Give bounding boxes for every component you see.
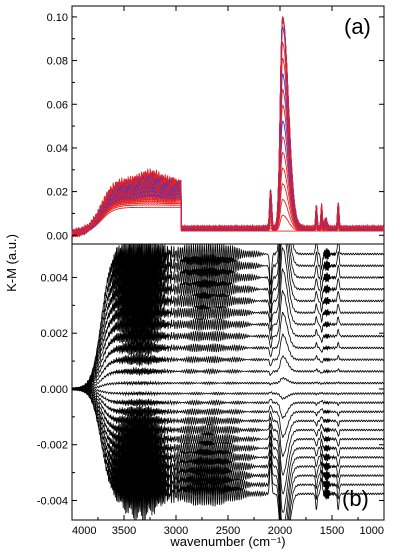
panel-b-y-tick-label: 0.004 — [40, 272, 68, 284]
panel-b-spectrum — [71, 387, 385, 419]
panel-a-y-tick-label: 0.10 — [47, 12, 68, 24]
panel-b-spectrum — [71, 246, 385, 391]
x-tick-label: 1500 — [320, 525, 344, 537]
panel-a-y-tick-label: 0.04 — [47, 143, 68, 155]
panel-b-y-tick-label: -0.002 — [37, 440, 68, 452]
panel-b-spectrum — [71, 387, 385, 400]
panel-b-spectrum — [71, 387, 385, 458]
x-tick-label: 2500 — [216, 525, 240, 537]
x-tick-label: 2000 — [268, 525, 292, 537]
panel-a-spectrum — [71, 26, 385, 236]
panel-b-y-tick-label: -0.004 — [37, 495, 68, 507]
panel-b-y-tick-label: 0.002 — [40, 328, 68, 340]
panel-b-spectrum — [71, 242, 385, 390]
x-axis-title: wavenumber (cm⁻¹) — [169, 534, 285, 549]
x-tick-label: 1000 — [360, 525, 384, 537]
panel-a-y-tick-label: 0.08 — [47, 56, 68, 68]
y-axis-title: K-M (a.u.) — [4, 234, 19, 292]
x-tick-label: 3000 — [164, 525, 188, 537]
panel-a-spectrum — [71, 17, 385, 237]
panel-b-spectrum — [71, 355, 385, 391]
panel-b-spectrum — [71, 387, 385, 476]
panel-a-spectrum — [71, 16, 385, 238]
panel-b-spectrum — [71, 387, 385, 495]
panel-a-label: (a) — [344, 14, 371, 39]
panel-b-spectrum — [71, 387, 385, 439]
panel-a-traces — [71, 15, 385, 238]
panel-a-spectrum — [71, 17, 385, 237]
x-tick-label: 4000 — [72, 525, 96, 537]
panel-b-spectrum — [71, 243, 385, 390]
panel-b-spectrum — [71, 311, 385, 391]
panel-b-label: (b) — [342, 486, 369, 511]
axis-ticks: 0.00 0.02 0.04 0.06 0.08 0.10 -0.004 -0.002 0.00… — [37, 6, 385, 537]
panel-b-spectrum — [71, 333, 385, 391]
panel-a-spectrum — [71, 40, 385, 236]
x-tick-label: 3500 — [112, 525, 136, 537]
panel-b-spectrum — [71, 243, 385, 391]
panel-b-spectrum — [71, 376, 385, 391]
panel-b-spectrum — [71, 267, 385, 391]
panel-a-y-tick-label: 0.00 — [47, 230, 68, 242]
panel-a-y-tick-label: 0.02 — [47, 187, 68, 199]
panel-b-spectrum — [71, 289, 384, 391]
panel-a-y-tick-label: 0.06 — [47, 99, 68, 111]
panel-b-y-tick-label: 0.000 — [40, 384, 68, 396]
panel-b-traces — [71, 242, 385, 521]
